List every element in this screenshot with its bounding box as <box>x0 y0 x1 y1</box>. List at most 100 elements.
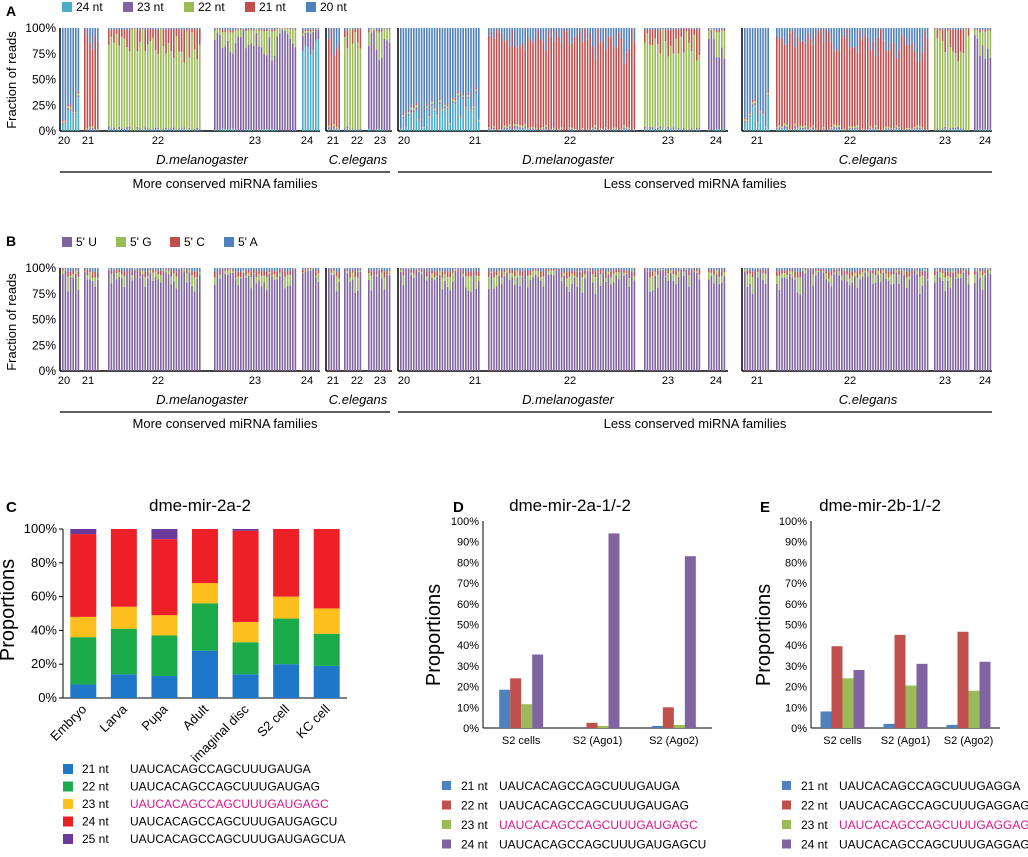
panelA-strip-bar <box>877 129 879 131</box>
panelB-strip-bar <box>488 276 490 290</box>
panelB-strip-bar <box>441 271 444 278</box>
panelB-strip-bar <box>906 268 908 272</box>
chart-d-legend-seq: UAUCACAGCCAGCUUUGAUGAG <box>499 799 689 813</box>
panelB-strip-bar <box>610 268 612 272</box>
panelA-strip-bar <box>402 113 405 115</box>
panelB-strip-bar <box>646 269 649 271</box>
panelA-strip-bar <box>721 129 723 131</box>
panelA-xtick: 24 <box>710 135 722 147</box>
panelA-strip-bar <box>713 28 715 29</box>
panelB-strip-bar <box>488 289 490 371</box>
panelB-strip-bar <box>294 268 297 269</box>
panelA-strip-bar <box>478 28 480 120</box>
panelA-strip-bar <box>338 128 340 130</box>
panelB-strip-bar <box>260 268 263 272</box>
panelA-strip-bar <box>851 129 853 131</box>
panelA-strip-bar <box>258 28 260 30</box>
panelB-strip-bar <box>936 271 939 371</box>
panelA-strip-bar <box>173 58 175 128</box>
panelA-strip-bar <box>804 129 807 131</box>
panelA-strip-bar <box>253 29 255 31</box>
panelB-strip-bar <box>521 271 524 276</box>
panelB-strip-bar <box>113 268 115 269</box>
panelB-strip-bar <box>307 269 309 271</box>
panelA-strip-bar <box>110 36 113 129</box>
panelA-strip-bar <box>75 111 77 113</box>
panelB-strip-bar <box>84 269 86 272</box>
panelB-strip-bar <box>804 273 807 371</box>
panelA-strip-bar <box>266 29 268 32</box>
panelA-strip-bar <box>86 130 89 131</box>
panelA-strip-bar <box>540 39 542 128</box>
panelB-strip-bar <box>781 273 783 279</box>
panelB-strip-bar <box>333 268 335 270</box>
panelA-strip-bar <box>581 130 584 131</box>
panelA-strip-bar <box>506 28 508 40</box>
panelA-strip-bar <box>911 42 913 129</box>
panelB-strip-bar <box>234 272 237 279</box>
panelB-strip-bar <box>794 271 796 278</box>
panelA-group-label: Less conserved miRNA families <box>604 176 787 191</box>
panelB-strip-bar <box>118 276 120 371</box>
panelA-strip-bar <box>378 60 380 129</box>
panelB-strip-bar <box>542 268 545 272</box>
chart-c-ytick: 0% <box>38 690 57 705</box>
panelB-strip-bar <box>152 269 154 273</box>
panelA-strip-bar <box>328 125 330 128</box>
panelA-strip-bar <box>237 29 239 37</box>
panelB-strip-bar <box>503 276 506 371</box>
panelB-strip-bar <box>229 272 232 371</box>
panelA-strip-bar <box>459 118 462 131</box>
panelA-strip-bar <box>659 128 662 131</box>
panelB-strip-bar <box>696 272 698 371</box>
panelB-strip-bar <box>872 268 874 271</box>
panelA-strip-bar <box>579 30 581 131</box>
panelA-strip-bar <box>612 28 615 47</box>
panelA-strip-bar <box>762 28 764 113</box>
panelB-strip-bar <box>279 276 281 371</box>
panelA-strip-bar <box>240 37 242 131</box>
panelA-strip-bar <box>657 129 659 131</box>
panelA-strip-bar <box>820 29 822 131</box>
panelB-strip-bar <box>307 270 309 371</box>
panelB-strip-bar <box>271 275 273 277</box>
panelB-strip-bar <box>199 271 201 275</box>
panelB-strip-bar <box>762 270 764 274</box>
panelB-strip-bar <box>242 268 245 269</box>
panelB-xtick: 23 <box>249 375 261 387</box>
panelA-strip-bar <box>467 93 470 96</box>
panelA-strip-bar <box>767 96 769 131</box>
panelB-strip-bar <box>667 273 669 281</box>
panelB-strip-bar <box>410 272 412 275</box>
panelB-strip-bar <box>465 287 467 371</box>
panelA-strip-bar <box>618 28 620 33</box>
panelA-strip-bar <box>462 93 464 96</box>
panelB-strip-bar <box>974 270 976 275</box>
panelA-strip-bar <box>383 130 386 131</box>
panelB-strip-bar <box>149 268 152 271</box>
panelB-strip-bar <box>895 270 898 273</box>
chart-c-legend-name: 22 nt <box>82 780 109 794</box>
panelB-strip-bar <box>651 271 654 276</box>
panelA-strip-bar <box>926 28 929 38</box>
panelB-strip-bar <box>335 268 338 272</box>
panelB-strip-bar <box>776 268 778 272</box>
panelA-strip-bar <box>304 28 307 30</box>
panelA-strip-bar <box>136 30 139 52</box>
panelB-strip-bar <box>312 269 314 371</box>
panelA-strip-bar <box>893 129 895 131</box>
panelB-strip-bar <box>413 278 415 371</box>
panelA-strip-bar <box>754 105 756 131</box>
panelB-strip-bar <box>885 268 887 271</box>
panelB-strip-bar <box>454 269 457 271</box>
panelB-strip-bar <box>247 272 250 276</box>
panelB-xtick: 23 <box>662 375 674 387</box>
panelA-strip-bar <box>335 128 338 130</box>
panelB-strip-bar <box>170 276 172 285</box>
panelA-strip-bar <box>253 45 255 130</box>
panelB-strip-bar <box>67 271 69 277</box>
panelA-strip-bar <box>493 126 495 128</box>
panelB-strip-bar <box>746 287 749 371</box>
panelB-strip-bar <box>175 268 178 272</box>
panelA-strip-bar <box>420 28 423 127</box>
